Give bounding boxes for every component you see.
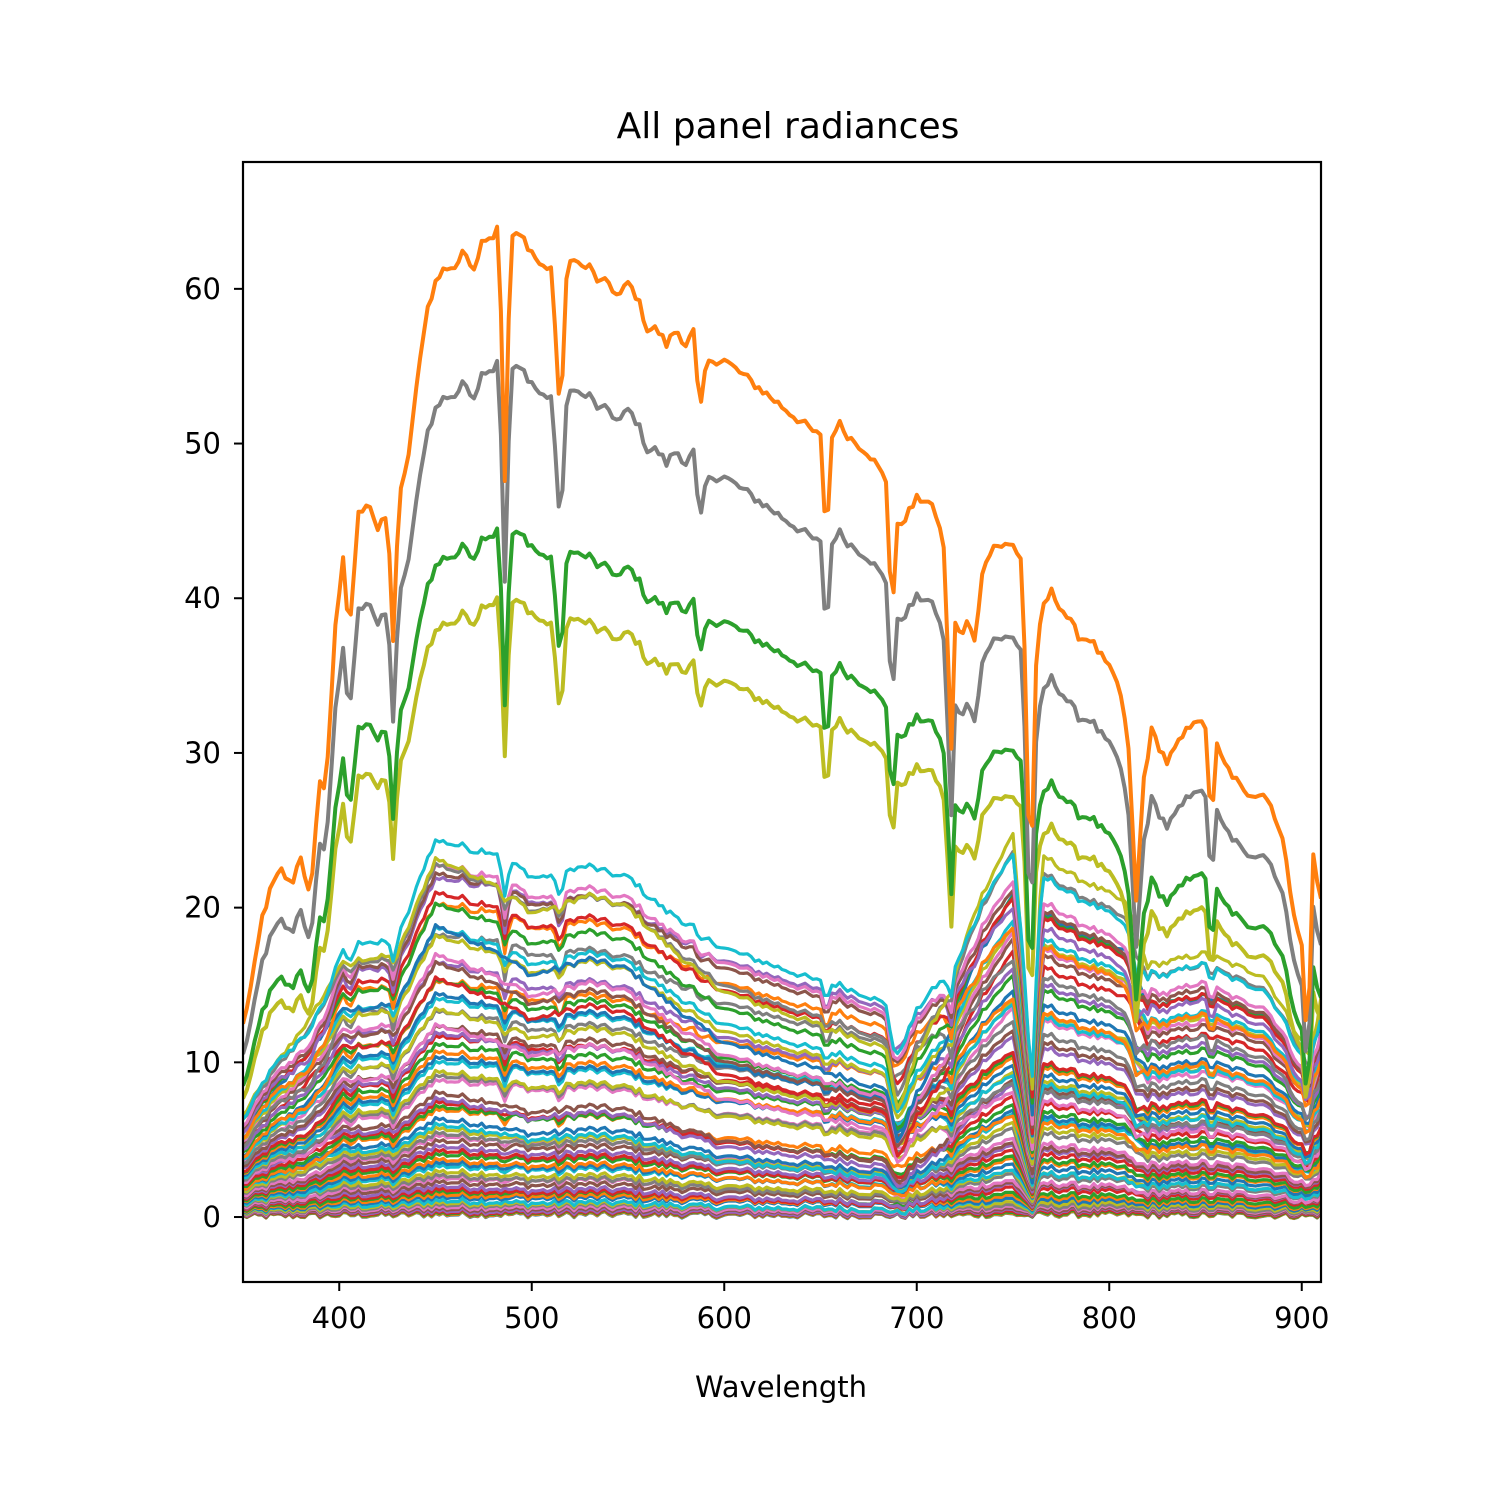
x-axis: 400 500 600 700 800 900 — [312, 1282, 1329, 1335]
x-tick-label: 500 — [504, 1301, 559, 1335]
y-tick-label: 30 — [184, 736, 221, 770]
series-line — [243, 1132, 1321, 1198]
series-line — [243, 871, 1321, 1130]
x-axis-label: Wavelength — [695, 1370, 867, 1404]
plot-area — [241, 160, 1323, 1284]
series-line — [243, 1006, 1321, 1164]
series-line — [243, 937, 1321, 1148]
series-line — [243, 1078, 1321, 1184]
series-line — [243, 949, 1321, 1158]
plot-frame — [241, 160, 1323, 1284]
y-axis: 0 10 20 30 40 50 60 — [184, 272, 243, 1234]
y-tick-label: 60 — [184, 272, 221, 306]
series-line — [243, 1030, 1321, 1170]
series-line — [243, 925, 1321, 1141]
x-tick-label: 400 — [312, 1301, 367, 1335]
series-line — [243, 998, 1321, 1161]
series-line — [243, 989, 1321, 1158]
x-tick-label: 800 — [1082, 1301, 1137, 1335]
series-line — [243, 595, 1321, 1100]
series-line — [243, 1147, 1321, 1201]
series-line — [243, 1112, 1321, 1194]
series-line — [243, 1106, 1321, 1191]
series-line — [243, 224, 1321, 1025]
x-tick-label: 600 — [697, 1301, 752, 1335]
series-line — [243, 890, 1321, 1133]
y-tick-label: 10 — [184, 1045, 221, 1079]
series-line — [243, 526, 1321, 1087]
y-tick-label: 40 — [184, 581, 221, 615]
series-line — [243, 1073, 1321, 1182]
y-tick-label: 0 — [203, 1200, 221, 1234]
chart-title: All panel radiances — [617, 106, 960, 147]
y-tick-label: 20 — [184, 891, 221, 925]
y-tick-label: 50 — [184, 427, 221, 461]
series-line — [243, 932, 1321, 1149]
series-line — [243, 875, 1321, 1135]
x-tick-label: 700 — [889, 1301, 944, 1335]
series-group — [243, 224, 1321, 1221]
series-line — [243, 1068, 1321, 1180]
series-line — [243, 358, 1321, 1055]
series-line — [243, 1108, 1321, 1191]
x-tick-label: 900 — [1274, 1301, 1329, 1335]
